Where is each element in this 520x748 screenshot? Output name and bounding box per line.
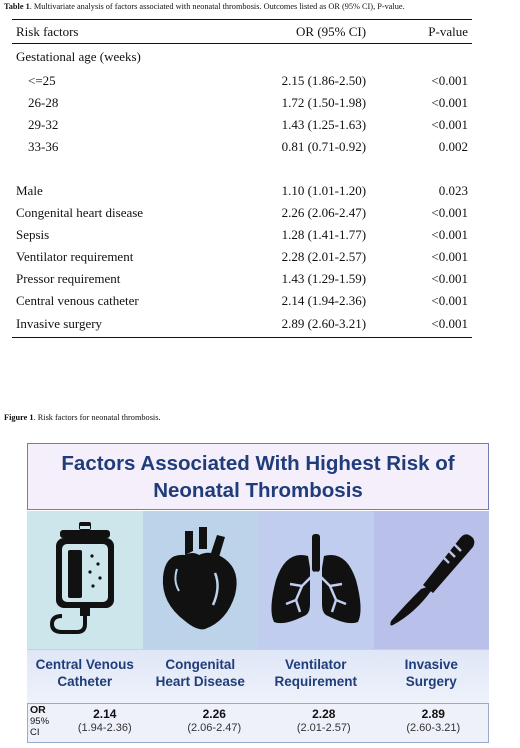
label-ventilator-requirement: Ventilator Requirement [274, 657, 358, 689]
factor-cell: Male [16, 182, 43, 198]
or-cell: 1.43 (1.25-1.63) [281, 116, 367, 132]
table-row: Central venous catheter 2.14 (1.94-2.36)… [12, 290, 472, 312]
icon-cell-invasive-surgery [373, 511, 489, 649]
infographic-title-line2: Neonatal Thrombosis [153, 478, 363, 502]
or-cell: 0.81 (0.71-0.92) [281, 138, 367, 154]
infographic-title-line1: Factors Associated With Highest Risk of [61, 451, 455, 475]
or-cell: 1.10 (1.01-1.20) [281, 182, 367, 198]
group-label-gestational-age: Gestational age (weeks) [16, 48, 141, 64]
p-value-cell: <0.001 [431, 226, 468, 242]
factor-cell: <=25 [28, 72, 56, 88]
or-cell: 2.89 (2.60-3.21) [215, 311, 401, 338]
p-value-cell: <0.001 [431, 116, 468, 132]
lungs-icon [271, 534, 361, 624]
iv-bag-icon [49, 522, 114, 634]
table-caption-text: . Multivariate analysis of factors assoc… [29, 2, 405, 11]
ci-legend-label: 95% CI [30, 716, 50, 738]
table-row: Sepsis 1.28 (1.41-1.77) <0.001 [12, 224, 472, 246]
risk-factor-table: Risk factors OR (95% CI) P-value Gestati… [12, 19, 472, 338]
or-value: 2.89 [421, 707, 445, 721]
table-row: 29-32 1.43 (1.25-1.63) <0.001 [12, 114, 472, 136]
table-row: Male 1.10 (1.01-1.20) 0.023 [12, 180, 472, 202]
or-cell: 2.28 (2.01-2.57) [281, 248, 367, 264]
value-invasive-surgery: 2.89 (2.60-3.21) [379, 704, 489, 742]
or-cell: 1.43 (1.29-1.59) [281, 270, 367, 286]
table-row: 26-28 1.72 (1.50-1.98) <0.001 [12, 92, 472, 114]
value-legend: OR 95% CI [28, 704, 58, 739]
table-header-row: Risk factors OR (95% CI) P-value [12, 19, 472, 44]
or-value: 2.26 [202, 707, 226, 721]
factor-cell: 26-28 [28, 94, 59, 110]
header-p-value: P-value [400, 19, 472, 44]
label-congenital-heart-disease: Congenital Heart Disease [155, 657, 245, 689]
or-value: 2.28 [312, 707, 336, 721]
p-value-cell: <0.001 [400, 311, 472, 338]
ci-value: (1.94-2.36) [77, 722, 132, 734]
figure-caption: Figure 1. Risk factors for neonatal thro… [4, 413, 161, 423]
table-spacer-row [12, 158, 472, 180]
table-caption: Table 1. Multivariate analysis of factor… [4, 2, 405, 12]
or-cell: 2.15 (1.86-2.50) [281, 72, 367, 88]
table-row: Invasive surgery 2.89 (2.60-3.21) <0.001 [12, 311, 472, 338]
or-cell: 1.28 (1.41-1.77) [281, 226, 367, 242]
or-cell: 2.26 (2.06-2.47) [281, 204, 367, 220]
ci-value: (2.60-3.21) [406, 722, 461, 734]
value-congenital-heart-disease: 2.26 (2.06-2.47) [160, 704, 270, 742]
or-legend-label: OR [30, 704, 46, 716]
header-risk-factors: Risk factors [12, 19, 216, 44]
figure-caption-label: Figure 1 [4, 413, 34, 422]
table-row: Ventilator requirement 2.28 (2.01-2.57) … [12, 246, 472, 268]
p-value-cell: <0.001 [431, 94, 468, 110]
table-caption-label: Table 1 [4, 2, 30, 11]
header-or: OR (95% CI) [215, 19, 401, 44]
factor-cell: Sepsis [16, 226, 50, 242]
icon-cell-central-venous-catheter [27, 511, 143, 649]
p-value-cell: <0.001 [431, 204, 468, 220]
p-value-cell: <0.001 [431, 292, 468, 308]
factor-cell: 29-32 [28, 116, 59, 132]
table-row: Gestational age (weeks) [12, 44, 472, 70]
p-value-cell: 0.023 [438, 182, 468, 198]
factor-cell: 33-36 [28, 138, 59, 154]
value-central-venous-catheter: 2.14 (1.94-2.36) [28, 704, 160, 742]
table-row: Congenital heart disease 2.26 (2.06-2.47… [12, 202, 472, 224]
factor-cell: Central venous catheter [16, 292, 139, 308]
value-ventilator-requirement: 2.28 (2.01-2.57) [269, 704, 379, 742]
heart-icon [163, 527, 237, 630]
label-row: Central Venous Catheter Congenital Heart D… [27, 649, 489, 703]
table-row: <=25 2.15 (1.86-2.50) <0.001 [12, 70, 472, 92]
label-invasive-surgery: Invasive Surgery [404, 657, 458, 689]
value-row: OR 95% CI 2.14 (1.94-2.36) 2.26 (2.06-2.47)… [27, 703, 489, 743]
factor-cell: Congenital heart disease [16, 204, 144, 220]
p-value-cell: <0.001 [431, 270, 468, 286]
p-value-cell: 0.002 [438, 138, 468, 154]
risk-factor-infographic: Factors Associated With Highest Risk of … [25, 438, 491, 744]
figure-caption-text: . Risk factors for neonatal thrombosis. [33, 413, 161, 422]
ci-value: (2.01-2.57) [296, 722, 351, 734]
p-value-cell: <0.001 [431, 72, 468, 88]
icon-row [27, 511, 489, 649]
label-central-venous-catheter: Central Venous Catheter [35, 657, 134, 689]
ci-value: (2.06-2.47) [187, 722, 242, 734]
scalpel-icon [390, 534, 475, 626]
p-value-cell: <0.001 [431, 248, 468, 264]
or-cell: 2.14 (1.94-2.36) [281, 292, 367, 308]
factor-cell: Pressor requirement [16, 270, 121, 286]
factor-cell: Ventilator requirement [16, 248, 134, 264]
or-value: 2.14 [93, 707, 117, 721]
icon-cell-ventilator-requirement [258, 511, 374, 649]
or-cell: 1.72 (1.50-1.98) [281, 94, 367, 110]
table-row: 33-36 0.81 (0.71-0.92) 0.002 [12, 136, 472, 158]
infographic-title: Factors Associated With Highest Risk of … [27, 443, 489, 510]
factor-cell: Invasive surgery [12, 311, 216, 338]
table-row: Pressor requirement 1.43 (1.29-1.59) <0.… [12, 268, 472, 290]
icon-cell-congenital-heart-disease [142, 511, 258, 649]
